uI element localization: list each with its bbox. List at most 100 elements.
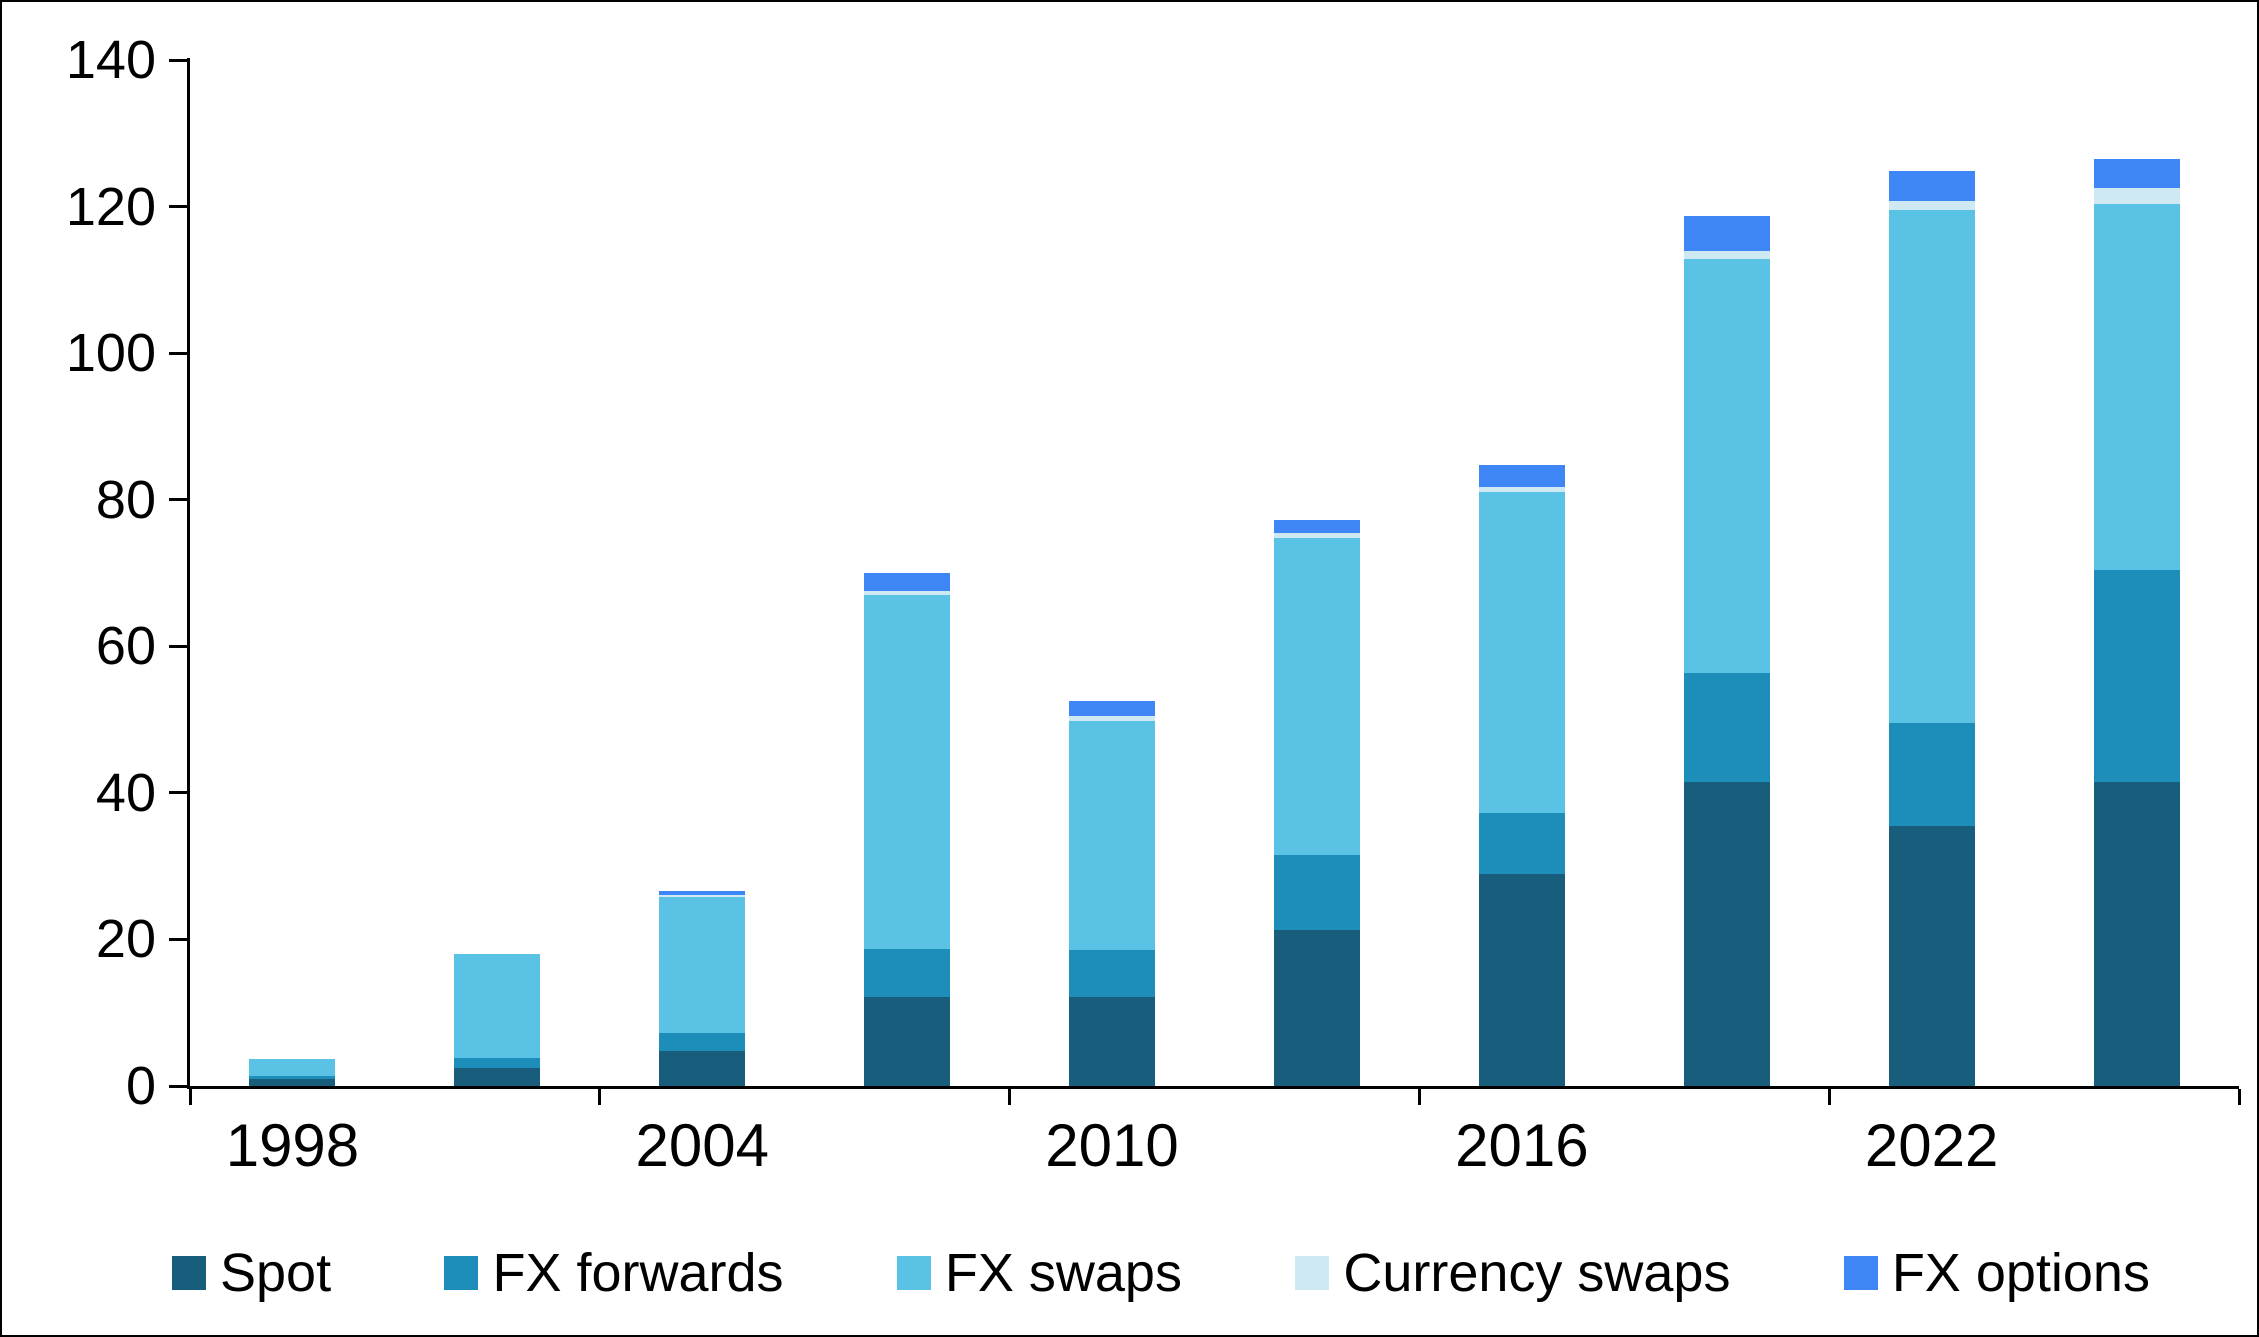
- segment-currency-swaps-2004: [659, 895, 746, 897]
- bar-slot-2007: [805, 60, 1010, 1086]
- segment-fx-swaps-2010: [1069, 721, 1156, 951]
- legend-label-fx-options: FX options: [1891, 1243, 2150, 1303]
- legend-label-fx-forwards: FX forwards: [492, 1243, 784, 1303]
- segment-spot-2001: [454, 1067, 541, 1086]
- bar-slot-2025: [2034, 60, 2239, 1086]
- stacked-bar-1998: [249, 1058, 336, 1086]
- legend-item-spot: Spot: [172, 1242, 331, 1304]
- segment-spot-2016: [1478, 873, 1565, 1086]
- y-tick-mark: [169, 791, 187, 795]
- segment-fx-forwards-2010: [1069, 950, 1156, 997]
- segment-currency-swaps-2007: [864, 591, 951, 596]
- segment-spot-2007: [864, 996, 951, 1086]
- segment-fx-forwards-2007: [864, 949, 951, 997]
- x-tick-mark: [1008, 1089, 1012, 1105]
- segment-currency-swaps-2022: [1888, 200, 1975, 210]
- segment-fx-forwards-2022: [1888, 723, 1975, 826]
- segment-fx-swaps-2013: [1273, 537, 1360, 856]
- segment-fx-swaps-2007: [864, 595, 951, 950]
- y-tick-label-0: 0: [125, 1056, 156, 1116]
- legend-swatch-fx-swaps: [896, 1256, 931, 1290]
- legend-label-fx-swaps: FX swaps: [944, 1243, 1182, 1303]
- y-tick-mark: [169, 205, 187, 209]
- segment-fx-swaps-2001: [454, 954, 541, 1059]
- y-axis-line: [187, 58, 190, 1089]
- segment-fx-options-2022: [1888, 171, 1975, 201]
- segment-spot-2010: [1069, 996, 1156, 1086]
- y-tick-mark: [169, 351, 187, 355]
- stacked-bar-2004: [659, 891, 746, 1086]
- legend-item-fx-forwards: FX forwards: [444, 1242, 784, 1304]
- x-tick-label-2010: 2010: [1045, 1112, 1179, 1179]
- stacked-bar-2022: [1888, 171, 1975, 1086]
- legend: Spot FX forwards FX swaps Currency swaps FX …: [172, 1242, 2150, 1304]
- legend-swatch-currency-swaps: [1295, 1256, 1330, 1290]
- y-tick-label-80: 80: [95, 469, 156, 530]
- x-tick-mark: [2237, 1089, 2241, 1105]
- y-tick-label-40: 40: [95, 762, 156, 823]
- legend-swatch-spot: [172, 1256, 206, 1290]
- bars-area: [190, 60, 2239, 1086]
- y-tick-label-60: 60: [95, 616, 156, 677]
- y-tick-mark: [169, 937, 187, 941]
- y-tick-mark: [169, 58, 187, 62]
- y-tick-label-100: 100: [65, 323, 156, 384]
- segment-spot-2004: [659, 1050, 746, 1086]
- segment-fx-forwards-2001: [454, 1058, 541, 1068]
- x-tick-mark: [1827, 1089, 1831, 1105]
- y-tick-label-140: 140: [65, 30, 156, 90]
- x-tick-mark: [1417, 1089, 1421, 1105]
- segment-fx-forwards-2019: [1683, 672, 1770, 782]
- segment-spot-2013: [1273, 929, 1360, 1086]
- x-tick-mark: [188, 1089, 192, 1105]
- y-tick-mark: [169, 1084, 187, 1088]
- segment-fx-options-2016: [1478, 465, 1565, 487]
- segment-spot-1998: [249, 1078, 336, 1086]
- legend-item-fx-options: FX options: [1843, 1242, 2150, 1304]
- y-axis-labels: 0 20 40 60 80 100 120 140: [2, 33, 170, 1113]
- segment-fx-options-2013: [1273, 520, 1360, 533]
- bar-slot-2001: [395, 60, 600, 1086]
- segment-fx-forwards-2004: [659, 1032, 746, 1051]
- segment-currency-swaps-2010: [1069, 715, 1156, 722]
- segment-fx-forwards-2016: [1478, 812, 1565, 874]
- stacked-bar-2001: [454, 954, 541, 1086]
- bar-slot-2019: [1624, 60, 1829, 1086]
- segment-fx-swaps-2016: [1478, 492, 1565, 813]
- y-tick-mark: [169, 498, 187, 502]
- segment-currency-swaps-2019: [1683, 250, 1770, 260]
- x-tick-label-1998: 1998: [225, 1112, 360, 1179]
- x-tick-label-2016: 2016: [1455, 1112, 1589, 1179]
- y-tick-label-120: 120: [65, 176, 156, 237]
- segment-fx-swaps-2025: [2093, 204, 2180, 571]
- segment-fx-forwards-2025: [2093, 570, 2180, 782]
- x-axis-labels: 1998 2004 2010 2016 2022: [190, 1108, 2239, 1192]
- stacked-bar-2025: [2093, 159, 2180, 1086]
- stacked-bar-2016: [1478, 465, 1565, 1086]
- y-tick-mark: [169, 644, 187, 648]
- x-tick-label-2022: 2022: [1864, 1112, 1999, 1179]
- segment-spot-2025: [2093, 781, 2180, 1086]
- bar-slot-2022: [1829, 60, 2034, 1086]
- legend-swatch-fx-forwards: [444, 1256, 479, 1290]
- y-tick-label-20: 20: [95, 909, 156, 970]
- segment-fx-swaps-2022: [1888, 209, 1975, 724]
- segment-currency-swaps-2025: [2093, 188, 2180, 205]
- stacked-bar-2013: [1273, 520, 1360, 1086]
- segment-currency-swaps-2013: [1273, 532, 1360, 538]
- x-tick-mark: [598, 1089, 602, 1105]
- segment-fx-options-2019: [1683, 216, 1770, 251]
- segment-fx-forwards-2013: [1273, 855, 1360, 930]
- legend-label-currency-swaps: Currency swaps: [1343, 1243, 1731, 1303]
- stacked-bar-2007: [864, 573, 951, 1086]
- segment-currency-swaps-2016: [1478, 486, 1565, 493]
- bar-slot-1998: [190, 60, 395, 1086]
- segment-fx-swaps-2019: [1683, 259, 1770, 673]
- bar-slot-2004: [600, 60, 805, 1086]
- stacked-bar-2019: [1683, 216, 1770, 1086]
- legend-label-spot: Spot: [220, 1243, 332, 1303]
- segment-spot-2019: [1683, 781, 1770, 1086]
- legend-item-currency-swaps: Currency swaps: [1295, 1242, 1730, 1304]
- bar-slot-2013: [1215, 60, 1420, 1086]
